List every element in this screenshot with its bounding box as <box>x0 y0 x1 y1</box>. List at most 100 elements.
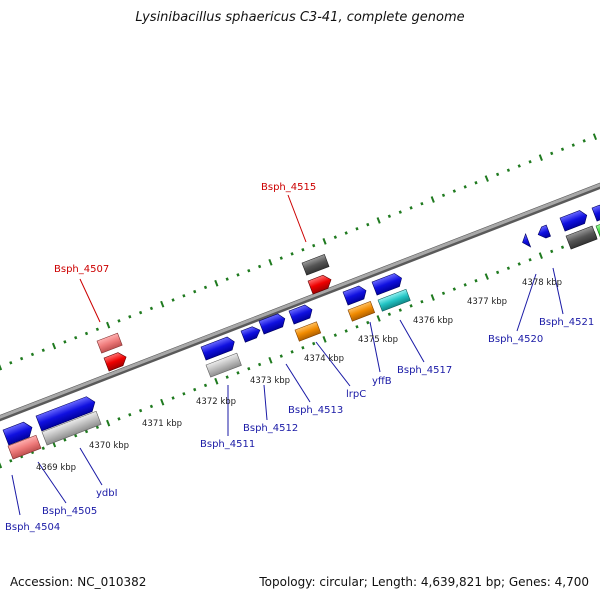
tick-mark <box>106 321 111 329</box>
tick-mark <box>138 408 143 413</box>
tick-mark <box>528 160 532 164</box>
tick-mark <box>387 214 392 219</box>
tick-mark <box>344 231 348 235</box>
tick-mark <box>171 298 175 302</box>
tick-mark <box>506 168 511 172</box>
tick-mark <box>128 314 132 319</box>
tick-mark <box>279 256 283 260</box>
tick-mark <box>290 350 294 354</box>
kbp-label: 4369 kbp <box>36 463 76 473</box>
accession-text: Accession: NC_010382 <box>10 575 147 589</box>
tick-mark <box>279 354 283 358</box>
tick-mark <box>63 340 67 344</box>
gene-arrow <box>35 396 96 432</box>
tick-mark <box>84 429 89 434</box>
tick-mark <box>214 279 219 287</box>
tick-mark <box>203 383 208 388</box>
gene-label-bsph-4511: Bsph_4511 <box>200 439 255 450</box>
kbp-label: 4377 kbp <box>467 297 507 307</box>
tick-mark <box>452 189 457 193</box>
tick-mark <box>236 273 240 277</box>
tick-mark <box>538 252 543 259</box>
tick-mark <box>225 277 229 281</box>
gene-label-bsph-4505: Bsph_4505 <box>42 506 97 517</box>
tick-mark <box>257 362 262 367</box>
gene-arrow <box>371 273 402 296</box>
gene-label-bsph-4517: Bsph_4517 <box>397 365 452 376</box>
tick-mark <box>182 294 186 298</box>
kbp-label: 4378 kbp <box>522 278 562 288</box>
gene-arrow <box>41 410 102 446</box>
gene-label-yffb: yffB <box>372 376 392 387</box>
gene-label-bsph-4515: Bsph_4515 <box>261 182 316 193</box>
tick-mark <box>84 331 89 336</box>
gene-label-bsph-4507: Bsph_4507 <box>54 264 109 275</box>
gene-arrow <box>347 301 376 322</box>
tick-mark <box>41 348 45 353</box>
tick-mark <box>30 352 35 357</box>
gene-label-bsph-4513: Bsph_4513 <box>288 405 343 416</box>
genome-summary-text: Topology: circular; Length: 4,639,821 bp… <box>259 575 589 589</box>
gene-arrow <box>559 210 588 232</box>
gene-arrow <box>522 232 532 248</box>
tick-mark <box>550 151 554 156</box>
tick-mark <box>517 164 521 168</box>
tick-mark <box>63 438 67 442</box>
gene-labels: Bsph_4507 Bsph_4515 Bsph_4504 Bsph_4505 … <box>5 182 594 533</box>
leader-lines <box>11 194 564 516</box>
tick-mark <box>51 342 57 350</box>
tick-mark <box>149 306 154 311</box>
genome-backbone <box>0 182 600 422</box>
tick-mark <box>409 206 413 210</box>
gene-arrow <box>342 285 367 306</box>
tick-mark <box>322 336 327 343</box>
gene-features <box>2 204 600 460</box>
tick-mark <box>74 335 78 340</box>
tick-mark <box>538 154 543 161</box>
tick-mark <box>560 147 565 152</box>
tick-mark <box>247 268 251 273</box>
tick-mark <box>376 217 381 224</box>
tick-mark <box>236 371 240 375</box>
tick-mark <box>376 315 381 322</box>
tick-mark <box>9 459 13 463</box>
tick-mark <box>355 227 359 231</box>
tick-mark <box>366 222 370 227</box>
gene-arrow <box>307 274 332 295</box>
gene-arrow <box>2 421 33 446</box>
tick-mark <box>225 375 229 379</box>
tick-mark <box>160 398 165 406</box>
gene-label-bsph-4512: Bsph_4512 <box>243 423 298 434</box>
tick-mark <box>247 366 251 371</box>
tick-mark <box>193 387 197 392</box>
tick-mark <box>463 185 467 189</box>
gene-label-bsph-4504: Bsph_4504 <box>5 522 60 533</box>
gene-label-lrpc: lrpC <box>346 389 366 400</box>
kbp-label: 4374 kbp <box>304 354 344 364</box>
tick-mark <box>452 287 457 291</box>
kbp-label: 4370 kbp <box>89 441 129 451</box>
tick-mark <box>420 299 424 304</box>
tick-mark <box>344 329 348 333</box>
tick-mark <box>171 396 175 400</box>
kbp-label: 4371 kbp <box>142 419 182 429</box>
tick-mark <box>106 419 111 427</box>
tick-mark <box>474 180 478 185</box>
tick-mark <box>463 283 467 287</box>
gene-arrow <box>240 326 261 343</box>
gene-arrow <box>294 321 322 342</box>
gene-label-bsph-4521: Bsph_4521 <box>539 317 594 328</box>
tick-mark <box>301 247 305 252</box>
gene-arrow <box>205 352 242 378</box>
tick-mark <box>528 258 532 262</box>
tick-mark <box>333 333 338 337</box>
tick-mark <box>95 425 100 430</box>
tick-tracks <box>0 133 598 469</box>
tick-mark <box>484 175 489 182</box>
tick-mark <box>182 392 186 396</box>
tick-mark <box>495 172 500 177</box>
tick-mark <box>128 412 132 417</box>
tick-mark <box>9 361 13 365</box>
tick-mark <box>149 404 154 409</box>
kbp-label: 4375 kbp <box>358 335 398 345</box>
